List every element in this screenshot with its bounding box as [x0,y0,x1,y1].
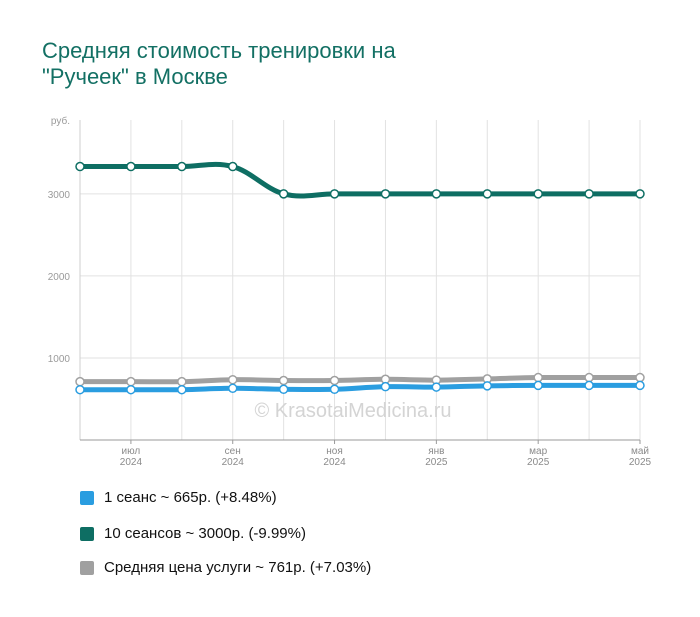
chart-title: Средняя стоимость тренировки на "Ручеек"… [42,38,602,90]
series-point-2[interactable] [278,375,289,386]
chart-title-line-1: Средняя стоимость тренировки на [42,38,396,63]
series-point-1[interactable] [278,189,289,199]
series-point-0[interactable] [75,384,85,395]
series-point-0[interactable] [177,384,187,395]
x-tick-label-year: 2024 [323,457,346,468]
x-tick-label-year: 2024 [120,457,143,468]
series-point-1[interactable] [431,189,442,199]
series-point-1[interactable] [380,189,391,199]
x-tick-label-month: май [631,446,649,457]
series-point-1[interactable] [177,161,187,172]
series-point-2[interactable] [584,372,594,383]
series-point-1[interactable] [482,189,493,199]
series-point-1[interactable] [75,161,85,172]
x-tick-label-year: 2025 [527,457,550,468]
series-line-2 [77,374,643,385]
series-point-2[interactable] [329,375,340,386]
series-point-1[interactable] [227,161,238,172]
x-tick-label-month: ноя [326,446,343,457]
series-point-1[interactable] [635,189,645,199]
series-point-0[interactable] [329,384,340,395]
x-tick-label-month: сен [225,446,241,457]
series-point-0[interactable] [584,380,594,391]
line-chart: 100020003000руб.июл2024сен2024ноя2024янв… [48,115,652,468]
series-point-0[interactable] [482,381,493,391]
series-point-0[interactable] [227,383,238,394]
y-tick-label: 3000 [48,190,71,201]
x-tick-label-year: 2024 [222,457,245,468]
series-point-2[interactable] [75,376,85,387]
x-tick-label-year: 2025 [629,457,652,468]
series-point-0[interactable] [533,380,543,391]
series-point-2[interactable] [177,376,187,387]
series-line-0 [77,382,643,393]
series-point-1[interactable] [126,161,136,172]
x-tick-label-year: 2025 [425,457,448,468]
legend-label-10-seansov: 10 сеансов ~ 3000р. (-9.99%) [104,525,306,542]
series-point-2[interactable] [126,376,136,387]
series-point-2[interactable] [635,372,645,383]
legend-swatch-average-price [80,561,94,575]
series-point-0[interactable] [278,384,289,395]
series-point-1[interactable] [329,189,340,199]
series-point-1[interactable] [584,189,594,199]
series-point-0[interactable] [431,382,442,392]
x-tick-label-month: июл [122,446,141,457]
series-point-2[interactable] [533,372,543,383]
legend-swatch-10-seansov [80,527,94,541]
y-tick-label: 1000 [48,354,71,365]
series-point-2[interactable] [227,374,238,385]
chart-title-line-2: "Ручеек" в Москве [42,64,228,89]
series-point-1[interactable] [533,189,543,199]
watermark-text: © KrasotaiMedicina.ru [254,400,451,422]
series-line-1 [77,161,643,199]
x-tick-label-month: янв [428,446,444,457]
y-tick-label: 2000 [48,272,71,283]
legend-label-1-seans: 1 сеанс ~ 665р. (+8.48%) [104,489,277,506]
legend-label-average-price: Средняя цена услуги ~ 761р. (+7.03%) [104,559,372,576]
series-point-0[interactable] [635,380,645,391]
series-point-0[interactable] [126,384,136,395]
series-point-0[interactable] [380,381,391,392]
y-unit-label: руб. [51,115,70,127]
chart-series [75,161,645,395]
x-tick-label-month: мар [529,446,547,457]
legend-swatch-1-seans [80,491,94,505]
